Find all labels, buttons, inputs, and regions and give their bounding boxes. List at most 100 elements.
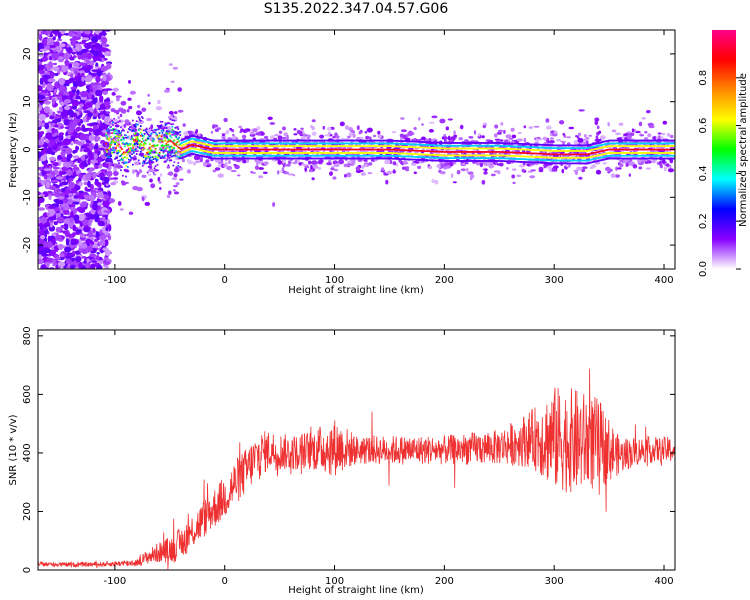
spectrum-ridge xyxy=(138,162,141,165)
noise-speckle xyxy=(47,78,56,83)
spectrum-ridge xyxy=(111,149,113,151)
spectrum-halo xyxy=(355,166,361,171)
spectrum-halo xyxy=(117,201,122,206)
spectrum-ridge xyxy=(158,155,161,157)
spectrum-halo xyxy=(482,125,486,129)
spectrum-ridge xyxy=(112,128,114,130)
spectrum-ridge xyxy=(148,146,151,149)
spectrum-ridge xyxy=(106,151,108,153)
spectrum-ridge xyxy=(353,152,356,154)
spectrum-ridge xyxy=(350,139,353,142)
spectrum-ridge xyxy=(157,128,160,131)
spectrum-ridge xyxy=(220,152,223,154)
noise-speckle xyxy=(72,55,77,59)
spectrum-halo xyxy=(219,162,223,165)
noise-speckle xyxy=(92,242,99,248)
noise-speckle xyxy=(57,95,63,101)
noise-speckle xyxy=(69,164,78,168)
spectrum-ridge xyxy=(128,128,130,130)
spectrum-ridge xyxy=(300,152,302,154)
spectrum-ridge xyxy=(134,138,137,141)
spectrum-ridge xyxy=(237,157,240,160)
noise-speckle xyxy=(57,70,61,74)
spectrum-ridge xyxy=(191,153,193,155)
spectrum-halo xyxy=(293,128,297,131)
spectrum-halo xyxy=(648,125,655,129)
noise-speckle xyxy=(104,88,113,91)
spectrum-ridge xyxy=(145,127,148,130)
noise-speckle xyxy=(88,127,93,132)
spectrum-halo xyxy=(255,132,262,136)
spectrum-ridge xyxy=(139,153,142,155)
spectrum-ridge xyxy=(325,139,328,142)
spectrum-ridge xyxy=(266,142,269,145)
spectrum-ridge xyxy=(326,139,329,142)
spectrum-ridge xyxy=(232,145,235,147)
spectrum-halo xyxy=(173,173,178,178)
noise-speckle xyxy=(57,196,65,200)
spectrum-ridge xyxy=(188,154,190,156)
spectrum-halo xyxy=(148,101,151,105)
spectrum-halo xyxy=(136,171,140,176)
spectrum-ridge xyxy=(180,145,183,147)
spectrum-ridge xyxy=(348,139,351,142)
noise-speckle xyxy=(45,132,52,140)
spectrum-ridge xyxy=(164,122,167,125)
spectrum-halo xyxy=(635,130,641,134)
spectrum-ridge xyxy=(210,157,212,159)
spectrum-halo xyxy=(132,169,135,174)
spectrum-ridge xyxy=(251,152,254,154)
noise-speckle xyxy=(74,75,78,82)
spectrum-ridge xyxy=(167,122,170,124)
noise-speckle xyxy=(62,138,71,146)
spectrum-halo xyxy=(428,138,432,142)
spectrum-ridge xyxy=(107,152,109,155)
spectrum-ridge xyxy=(350,152,353,154)
spectrum-halo xyxy=(392,169,396,174)
spectrum-ridge xyxy=(308,157,311,160)
noise-speckle xyxy=(99,114,104,118)
spectrum-ridge xyxy=(332,142,335,145)
spectrum-ridge xyxy=(177,138,180,140)
spectrum-ridge xyxy=(315,154,318,157)
spectrum-ridge xyxy=(352,154,355,157)
spectrum-ridge xyxy=(290,145,292,147)
spectrum-ridge xyxy=(259,157,262,160)
noise-speckle xyxy=(72,201,80,205)
noise-speckle xyxy=(60,171,67,175)
spectrum-halo xyxy=(126,135,132,140)
spectrum-ridge xyxy=(214,145,216,147)
spectrum-ridge xyxy=(186,152,188,154)
spectrum-ridge xyxy=(156,144,159,146)
spectrum-ridge xyxy=(272,157,274,160)
spectrum-ridge xyxy=(305,145,308,147)
spectrum-ridge xyxy=(346,152,349,154)
spectrum-ridge xyxy=(106,126,108,128)
spectrum-ridge xyxy=(220,154,223,157)
spectrum-halo xyxy=(499,139,504,142)
spectrum-ridge xyxy=(185,155,188,158)
spectrum-halo xyxy=(333,168,339,172)
spectrum-ridge xyxy=(241,152,244,154)
spectrum-ridge xyxy=(114,158,116,160)
spectrum-halo xyxy=(641,134,644,137)
spectrum-halo xyxy=(250,170,254,173)
spectrum-ridge xyxy=(286,139,288,142)
noise-speckle xyxy=(91,260,97,263)
spectrum-ridge xyxy=(149,133,152,136)
spectrum-ridge xyxy=(263,157,266,160)
noise-speckle xyxy=(75,145,79,152)
spectrum-ridge xyxy=(317,145,320,147)
noise-speckle xyxy=(49,115,55,120)
spectrum-ridge xyxy=(171,125,174,128)
spectrum-halo xyxy=(173,117,178,121)
spectrum-ridge xyxy=(175,143,178,145)
spectrum-ridge xyxy=(225,142,228,145)
spectrum-halo xyxy=(496,131,502,135)
spectrum-ridge xyxy=(348,145,351,147)
spectrum-halo xyxy=(293,133,298,136)
spectrum-ridge xyxy=(117,145,119,147)
spectrum-ridge xyxy=(184,137,187,140)
spectrum-ridge xyxy=(314,154,317,157)
